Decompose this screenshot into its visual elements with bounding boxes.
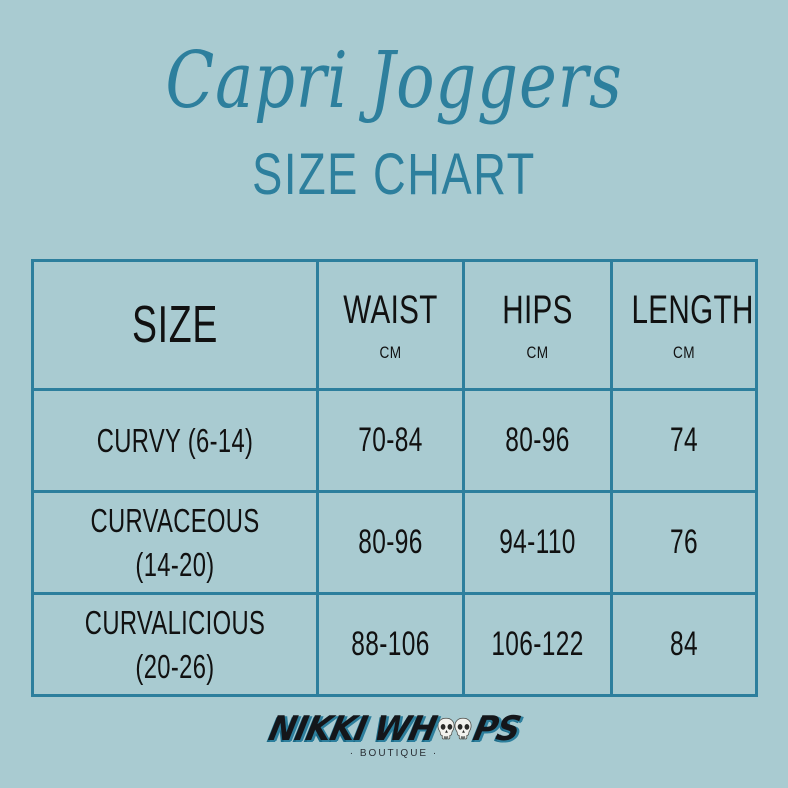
page-title: Capri Joggers bbox=[165, 36, 623, 126]
logo-word-ps: PS bbox=[470, 709, 524, 749]
logo-mark: NIKKI WH PS · BOUTIQUE · bbox=[265, 709, 524, 759]
size-name-line1: CURVALICIOUS bbox=[84, 603, 266, 641]
column-header-waist: WAIST CM bbox=[316, 259, 465, 391]
table-row: CURVY (6-14) 70-84 80-96 74 bbox=[31, 388, 758, 493]
logo-skulls bbox=[437, 717, 473, 742]
cell-waist: 80-96 bbox=[316, 490, 465, 595]
cell-size-name: CURVACEOUS (14-20) bbox=[31, 490, 319, 595]
logo-word-wh: WH bbox=[370, 709, 440, 749]
table-header-row: SIZE WAIST CM HIPS CM LENGTH CM bbox=[31, 259, 758, 391]
table-row: CURVACEOUS (14-20) 80-96 94-110 76 bbox=[31, 490, 758, 595]
size-name-line1: CURVACEOUS bbox=[90, 501, 260, 539]
brand-logo: NIKKI WH PS · BOUTIQUE · bbox=[0, 709, 788, 761]
column-header-length-unit: CM bbox=[673, 342, 695, 362]
column-header-hips: HIPS CM bbox=[462, 259, 613, 391]
cell-hips: 94-110 bbox=[462, 490, 613, 595]
cell-size-name: CURVY (6-14) bbox=[31, 388, 319, 493]
cell-hips: 80-96 bbox=[462, 388, 613, 493]
table-row: CURVALICIOUS (20-26) 88-106 106-122 84 bbox=[31, 592, 758, 697]
size-name-line2: (14-20) bbox=[135, 545, 215, 583]
column-header-length: LENGTH CM bbox=[610, 259, 758, 391]
size-chart-table: SIZE WAIST CM HIPS CM LENGTH CM CURVY (6… bbox=[31, 259, 758, 697]
cell-length: 76 bbox=[610, 490, 758, 595]
cell-size-name: CURVALICIOUS (20-26) bbox=[31, 592, 319, 697]
cell-length: 74 bbox=[610, 388, 758, 493]
column-header-size: SIZE bbox=[31, 259, 319, 391]
skull-icon bbox=[437, 717, 456, 742]
cell-waist: 70-84 bbox=[316, 388, 465, 493]
column-header-hips-label: HIPS bbox=[502, 287, 573, 332]
cell-hips: 106-122 bbox=[462, 592, 613, 697]
page-subtitle: SIZE CHART bbox=[252, 142, 536, 207]
column-header-hips-unit: CM bbox=[526, 342, 549, 362]
size-name-line1: CURVY (6-14) bbox=[96, 421, 254, 459]
column-header-waist-label: WAIST bbox=[343, 287, 438, 332]
cell-waist: 88-106 bbox=[316, 592, 465, 697]
skull-icon bbox=[454, 717, 473, 742]
header-block: Capri Joggers SIZE CHART bbox=[0, 0, 788, 204]
column-header-length-label: LENGTH bbox=[631, 287, 754, 332]
logo-word-nikki: NIKKI bbox=[265, 709, 371, 749]
size-name-line2: (20-26) bbox=[135, 647, 215, 685]
logo-tagline: · BOUTIQUE · bbox=[349, 748, 439, 759]
column-header-waist-unit: CM bbox=[379, 342, 402, 362]
cell-length: 84 bbox=[610, 592, 758, 697]
column-header-size-label: SIZE bbox=[131, 296, 219, 354]
